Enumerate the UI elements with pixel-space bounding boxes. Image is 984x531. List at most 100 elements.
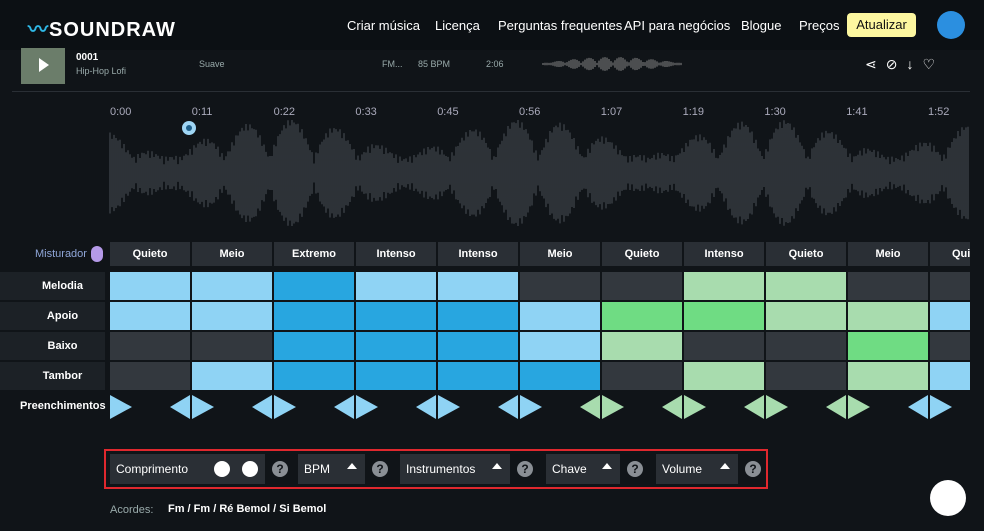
fill-arrow <box>110 395 132 419</box>
section-header[interactable]: Quieto <box>930 242 970 266</box>
mixer-cell[interactable] <box>356 302 436 330</box>
fill-arrow <box>170 395 190 419</box>
mixer-cell[interactable] <box>684 272 764 300</box>
caret[interactable] <box>720 463 730 469</box>
fill-arrow <box>274 395 296 419</box>
logo[interactable]: 〰SOUNDRAW <box>28 19 176 41</box>
mixer-cell[interactable] <box>274 272 354 300</box>
track-mood: Suave <box>199 59 225 69</box>
nav-link[interactable]: Perguntas frequentes <box>498 18 623 33</box>
mixer-cell[interactable] <box>274 332 354 360</box>
section-header[interactable]: Meio <box>848 242 928 266</box>
help-icon[interactable]: ? <box>272 461 288 477</box>
mixer-cell[interactable] <box>110 302 190 330</box>
mixer-cell[interactable] <box>684 362 764 390</box>
control-box[interactable]: BPM <box>298 454 365 484</box>
caret[interactable] <box>602 463 612 469</box>
mixer-cell[interactable] <box>848 362 928 390</box>
caret[interactable] <box>347 463 357 469</box>
track-bpm: 85 BPM <box>418 59 451 69</box>
mixer-cell[interactable] <box>192 272 272 300</box>
mixer-cell[interactable] <box>766 362 846 390</box>
mixer-cell[interactable] <box>438 272 518 300</box>
playhead-dot <box>186 125 192 131</box>
control-box[interactable]: Comprimento <box>110 454 265 484</box>
plus-button[interactable] <box>214 461 230 477</box>
mixer-cell[interactable] <box>930 332 970 360</box>
mixer-cell[interactable] <box>930 302 970 330</box>
section-header[interactable]: Intenso <box>438 242 518 266</box>
mixer-cell[interactable] <box>930 362 970 390</box>
nav-link[interactable]: Blogue <box>741 18 782 33</box>
mixer-cell[interactable] <box>438 302 518 330</box>
nav-link[interactable]: Preços <box>799 18 840 33</box>
mixer-cell[interactable] <box>930 272 970 300</box>
fill-arrow <box>416 395 436 419</box>
mixer-cell[interactable] <box>848 272 928 300</box>
mixer-cell[interactable] <box>110 332 190 360</box>
mixer-cell[interactable] <box>520 332 600 360</box>
section-header[interactable]: Intenso <box>356 242 436 266</box>
mixer-cell[interactable] <box>356 272 436 300</box>
mixer-cell[interactable] <box>192 332 272 360</box>
control-box[interactable]: Instrumentos <box>400 454 510 484</box>
help-icon[interactable]: ? <box>372 461 388 477</box>
section-header[interactable]: Quieto <box>766 242 846 266</box>
row-label: Baixo <box>0 332 105 360</box>
mixer-cell[interactable] <box>602 332 682 360</box>
control-box[interactable]: Volume <box>656 454 738 484</box>
track-duration: 2:06 <box>486 59 504 69</box>
mixer-cell[interactable] <box>766 332 846 360</box>
section-header[interactable]: Extremo <box>274 242 354 266</box>
section-header[interactable]: Quieto <box>110 242 190 266</box>
minus-button[interactable] <box>242 461 258 477</box>
section-header[interactable]: Quieto <box>602 242 682 266</box>
mixer-cell[interactable] <box>766 272 846 300</box>
control-box[interactable]: Chave <box>546 454 620 484</box>
mixer-cell[interactable] <box>684 332 764 360</box>
mixer-cell[interactable] <box>274 362 354 390</box>
avatar[interactable] <box>937 11 965 39</box>
mixer-cell[interactable] <box>274 302 354 330</box>
mixer-cell[interactable] <box>848 332 928 360</box>
mixer-cell[interactable] <box>602 302 682 330</box>
help-icon[interactable]: ? <box>627 461 643 477</box>
mixer-cell[interactable] <box>192 362 272 390</box>
mixer-cell[interactable] <box>438 362 518 390</box>
mixer-cell[interactable] <box>766 302 846 330</box>
mixer-cell[interactable] <box>110 272 190 300</box>
mixer-cell[interactable] <box>110 362 190 390</box>
mixer-cell[interactable] <box>356 362 436 390</box>
mixer-cell[interactable] <box>356 332 436 360</box>
chat-button[interactable] <box>930 480 966 516</box>
fill-arrow <box>580 395 600 419</box>
mixer-cell[interactable] <box>520 362 600 390</box>
mixer-toggle[interactable] <box>91 246 103 262</box>
fill-arrow <box>744 395 764 419</box>
nav-link[interactable]: Criar música <box>347 18 420 33</box>
fill-arrow <box>602 395 624 419</box>
upgrade-button[interactable]: Atualizar <box>847 13 916 37</box>
section-header[interactable]: Meio <box>520 242 600 266</box>
mixer-cell[interactable] <box>192 302 272 330</box>
cover-play[interactable] <box>21 48 65 84</box>
mixer-cell[interactable] <box>602 362 682 390</box>
time-label: 1:41 <box>846 106 868 118</box>
caret[interactable] <box>492 463 502 469</box>
track-actions[interactable]: ⋖⊘↓♡ <box>865 56 945 72</box>
mixer-cell[interactable] <box>848 302 928 330</box>
navbar <box>0 0 984 50</box>
section-header[interactable]: Meio <box>192 242 272 266</box>
nav-link[interactable]: API para negócios <box>624 18 731 33</box>
mixer-cell[interactable] <box>438 332 518 360</box>
help-icon[interactable]: ? <box>745 461 761 477</box>
mixer-cell[interactable] <box>520 302 600 330</box>
section-header[interactable]: Intenso <box>684 242 764 266</box>
logo-text[interactable]: SOUNDRAW <box>49 19 176 41</box>
mixer-cell[interactable] <box>602 272 682 300</box>
help-icon[interactable]: ? <box>517 461 533 477</box>
mixer-cell[interactable] <box>684 302 764 330</box>
nav-link[interactable]: Licença <box>435 18 480 33</box>
mixer-cell[interactable] <box>520 272 600 300</box>
